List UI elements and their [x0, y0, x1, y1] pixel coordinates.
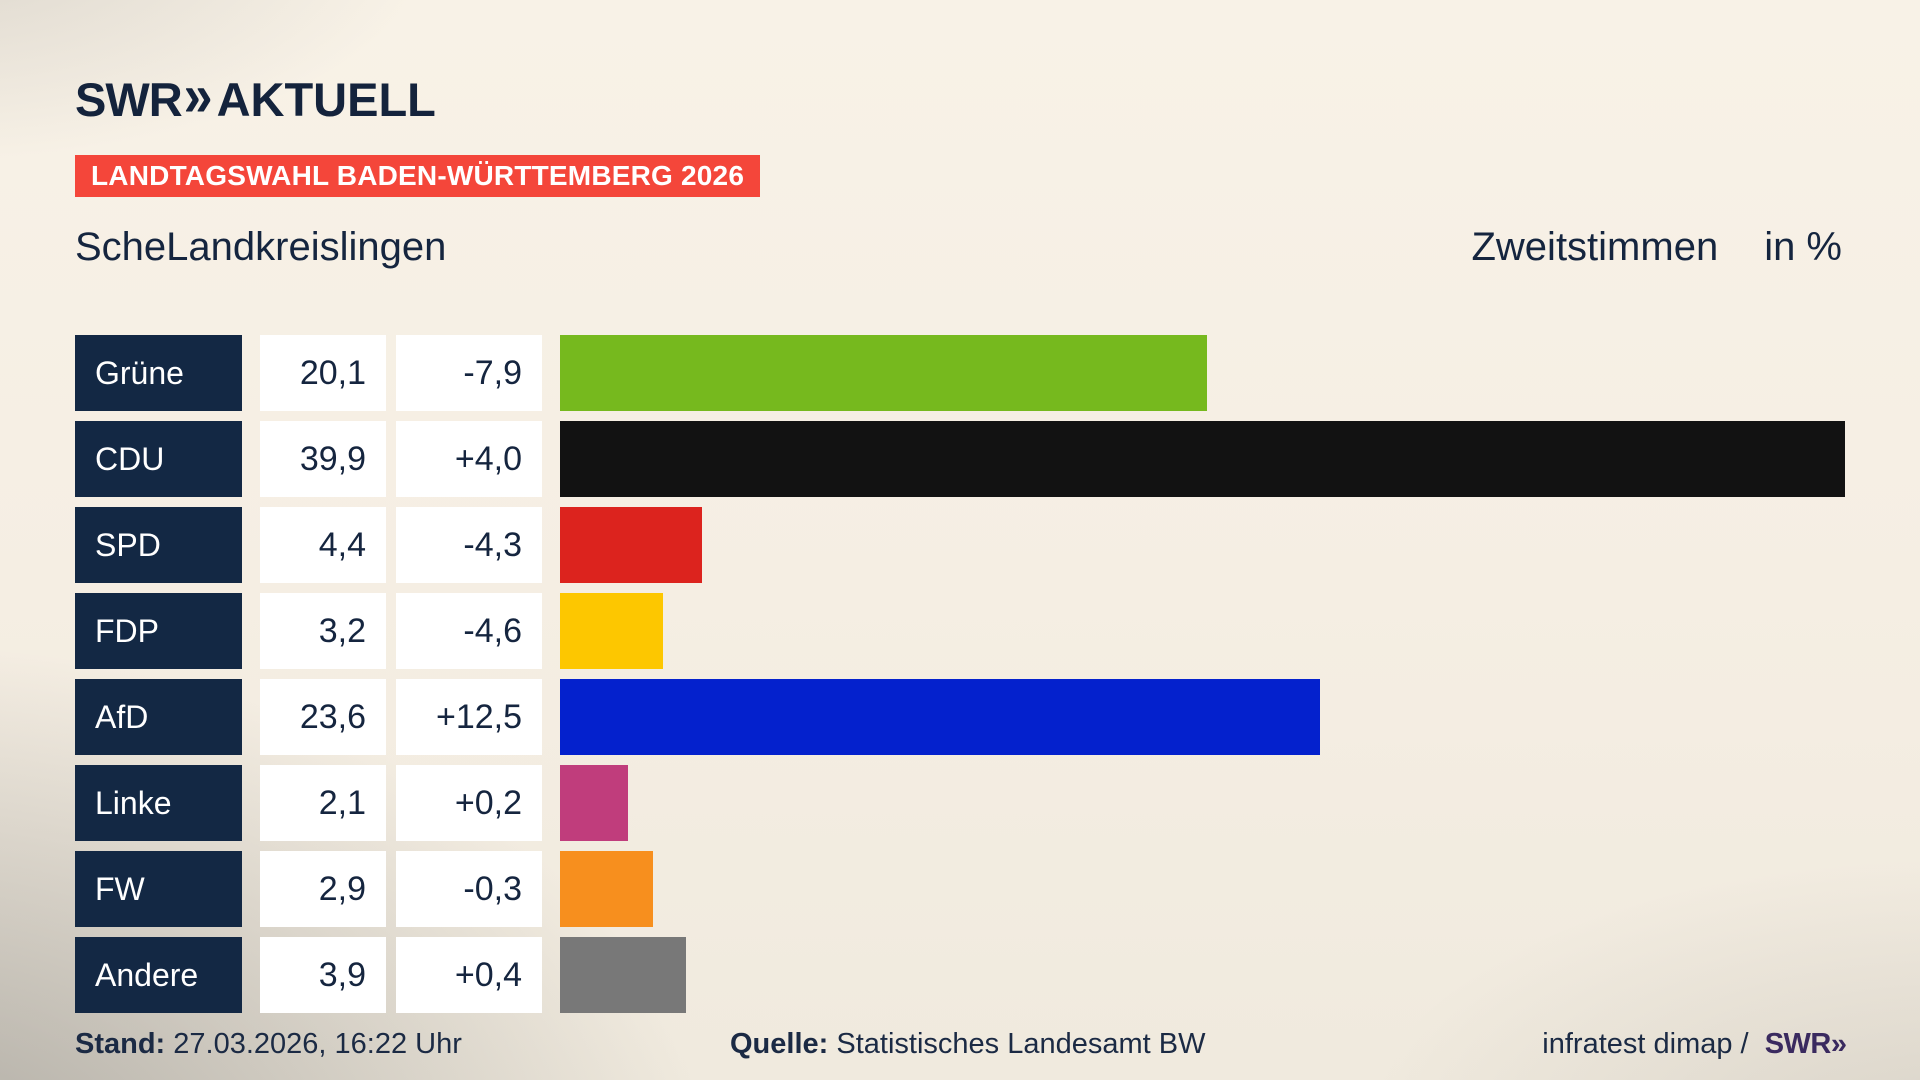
table-row: Linke 2,1 +0,2 [75, 765, 1845, 841]
party-bar [560, 937, 686, 1013]
aktuell-wordmark: AKTUELL [216, 72, 436, 126]
credit-swr-logo: SWR» [1764, 1028, 1847, 1060]
region-title: ScheLandkreislingen [75, 225, 447, 269]
party-label: Andere [75, 937, 242, 1013]
election-banner: LANDTAGSWAHL BADEN-WÜRTTEMBERG 2026 [75, 155, 761, 197]
party-diff-box: +0,4 [396, 937, 542, 1013]
swr-wordmark: SWR [75, 72, 183, 126]
party-value-box: 3,9 [260, 937, 386, 1013]
table-row: Grüne 20,1 -7,9 [75, 335, 1845, 411]
party-bar [560, 507, 702, 583]
party-label: FW [75, 851, 242, 927]
credit-note: infratest dimap / SWR» [1542, 1028, 1847, 1061]
swr-aktuell-logo: SWR» AKTUELL [75, 62, 436, 130]
unit-label: in % [1764, 225, 1842, 269]
party-value-box: 2,9 [260, 851, 386, 927]
table-row: FW 2,9 -0,3 [75, 851, 1845, 927]
table-row: SPD 4,4 -4,3 [75, 507, 1845, 583]
table-row: CDU 39,9 +4,0 [75, 421, 1845, 497]
party-diff-box: -4,6 [396, 593, 542, 669]
party-label: AfD [75, 679, 242, 755]
party-diff-box: +0,2 [396, 765, 542, 841]
quelle-label: Quelle: [730, 1028, 829, 1060]
party-bar [560, 593, 664, 669]
party-diff-box: -4,3 [396, 507, 542, 583]
party-label: SPD [75, 507, 242, 583]
party-diff-box: -7,9 [396, 335, 542, 411]
party-bar [560, 679, 1321, 755]
measure-title: Zweitstimmen [1471, 225, 1719, 269]
chevrons-icon: » [183, 62, 213, 130]
title-row: ScheLandkreislingen Zweitstimmen in % [75, 225, 1842, 275]
stand-value: 27.03.2026, 16:22 Uhr [173, 1028, 462, 1060]
table-row: Andere 3,9 +0,4 [75, 937, 1845, 1013]
credit-text: infratest dimap / [1542, 1028, 1749, 1060]
party-diff-box: -0,3 [396, 851, 542, 927]
quelle-value: Statistisches Landesamt BW [836, 1028, 1206, 1060]
results-table: Grüne 20,1 -7,9 CDU 39,9 +4,0 SPD 4,4 -4… [75, 335, 1845, 1023]
measure-title-wrap: Zweitstimmen in % [1471, 225, 1842, 270]
source-note: Quelle: Statistisches Landesamt BW [730, 1028, 1542, 1061]
party-bar [560, 335, 1208, 411]
party-label: CDU [75, 421, 242, 497]
table-row: AfD 23,6 +12,5 [75, 679, 1845, 755]
table-row: FDP 3,2 -4,6 [75, 593, 1845, 669]
party-value-box: 3,2 [260, 593, 386, 669]
party-bar [560, 765, 628, 841]
stand-timestamp: Stand: 27.03.2026, 16:22 Uhr [75, 1028, 730, 1061]
party-label: Linke [75, 765, 242, 841]
party-bar [560, 421, 1845, 497]
credit-chevrons-icon: » [1830, 1028, 1847, 1060]
party-value-box: 4,4 [260, 507, 386, 583]
party-diff-box: +4,0 [396, 421, 542, 497]
party-label: FDP [75, 593, 242, 669]
party-value-box: 23,6 [260, 679, 386, 755]
party-label: Grüne [75, 335, 242, 411]
party-value-box: 20,1 [260, 335, 386, 411]
footer: Stand: 27.03.2026, 16:22 Uhr Quelle: Sta… [75, 1028, 1847, 1064]
party-value-box: 39,9 [260, 421, 386, 497]
party-diff-box: +12,5 [396, 679, 542, 755]
stand-label: Stand: [75, 1028, 166, 1060]
party-value-box: 2,1 [260, 765, 386, 841]
party-bar [560, 851, 654, 927]
